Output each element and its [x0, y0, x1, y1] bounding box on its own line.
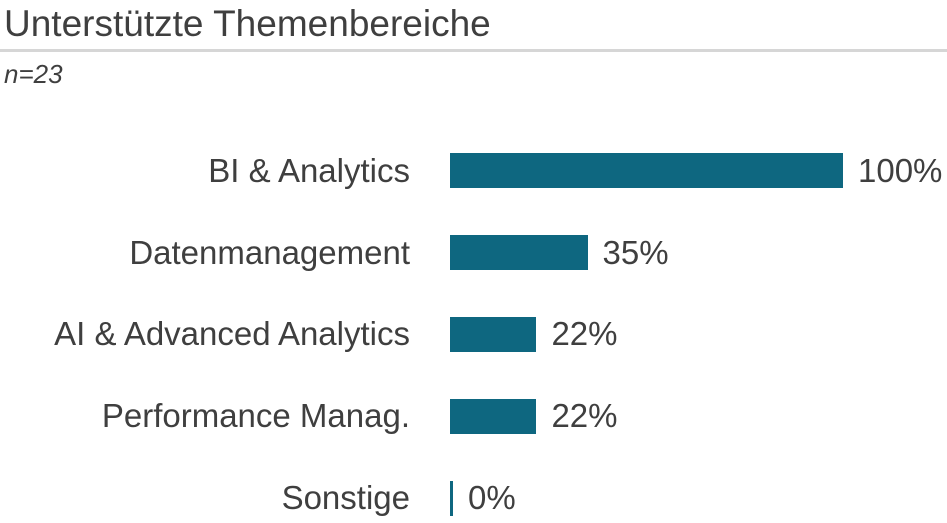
chart-title: Unterstützte Themenbereiche: [4, 3, 491, 44]
category-label: AI & Advanced Analytics: [54, 315, 410, 353]
bar-segment: [450, 398, 537, 434]
chart-row: Sonstige 0%: [0, 457, 947, 523]
category-label: Sonstige: [281, 479, 410, 517]
bar-track: 100%: [450, 152, 942, 190]
value-label: 35%: [602, 233, 669, 271]
chart-row: Datenmanagement 35%: [0, 212, 947, 294]
chart-row: Performance Manag. 22%: [0, 375, 947, 457]
value-label: 22%: [551, 315, 618, 353]
bar-track: 0%: [450, 479, 516, 517]
bar-segment: [450, 316, 537, 352]
category-label: Datenmanagement: [129, 233, 410, 271]
sample-size-note: n=23: [4, 59, 63, 89]
chart-row: AI & Advanced Analytics 22%: [0, 294, 947, 376]
title-divider: [0, 49, 947, 52]
value-label: 100%: [858, 151, 943, 189]
bar-track: 22%: [450, 315, 618, 353]
bar-segment: [450, 235, 588, 271]
bar-segment: [450, 153, 843, 189]
value-label: 22%: [551, 397, 618, 435]
category-label: Performance Manag.: [101, 397, 410, 435]
category-label: BI & Analytics: [208, 151, 410, 189]
chart-row: BI & Analytics 100%: [0, 130, 947, 212]
bar-track: 22%: [450, 397, 618, 435]
bar-track: 35%: [450, 234, 669, 272]
value-label: 0%: [468, 479, 516, 517]
bar-segment: [450, 480, 453, 516]
bar-chart: BI & Analytics 100% Datenmanagement 35% AI &…: [0, 130, 947, 523]
